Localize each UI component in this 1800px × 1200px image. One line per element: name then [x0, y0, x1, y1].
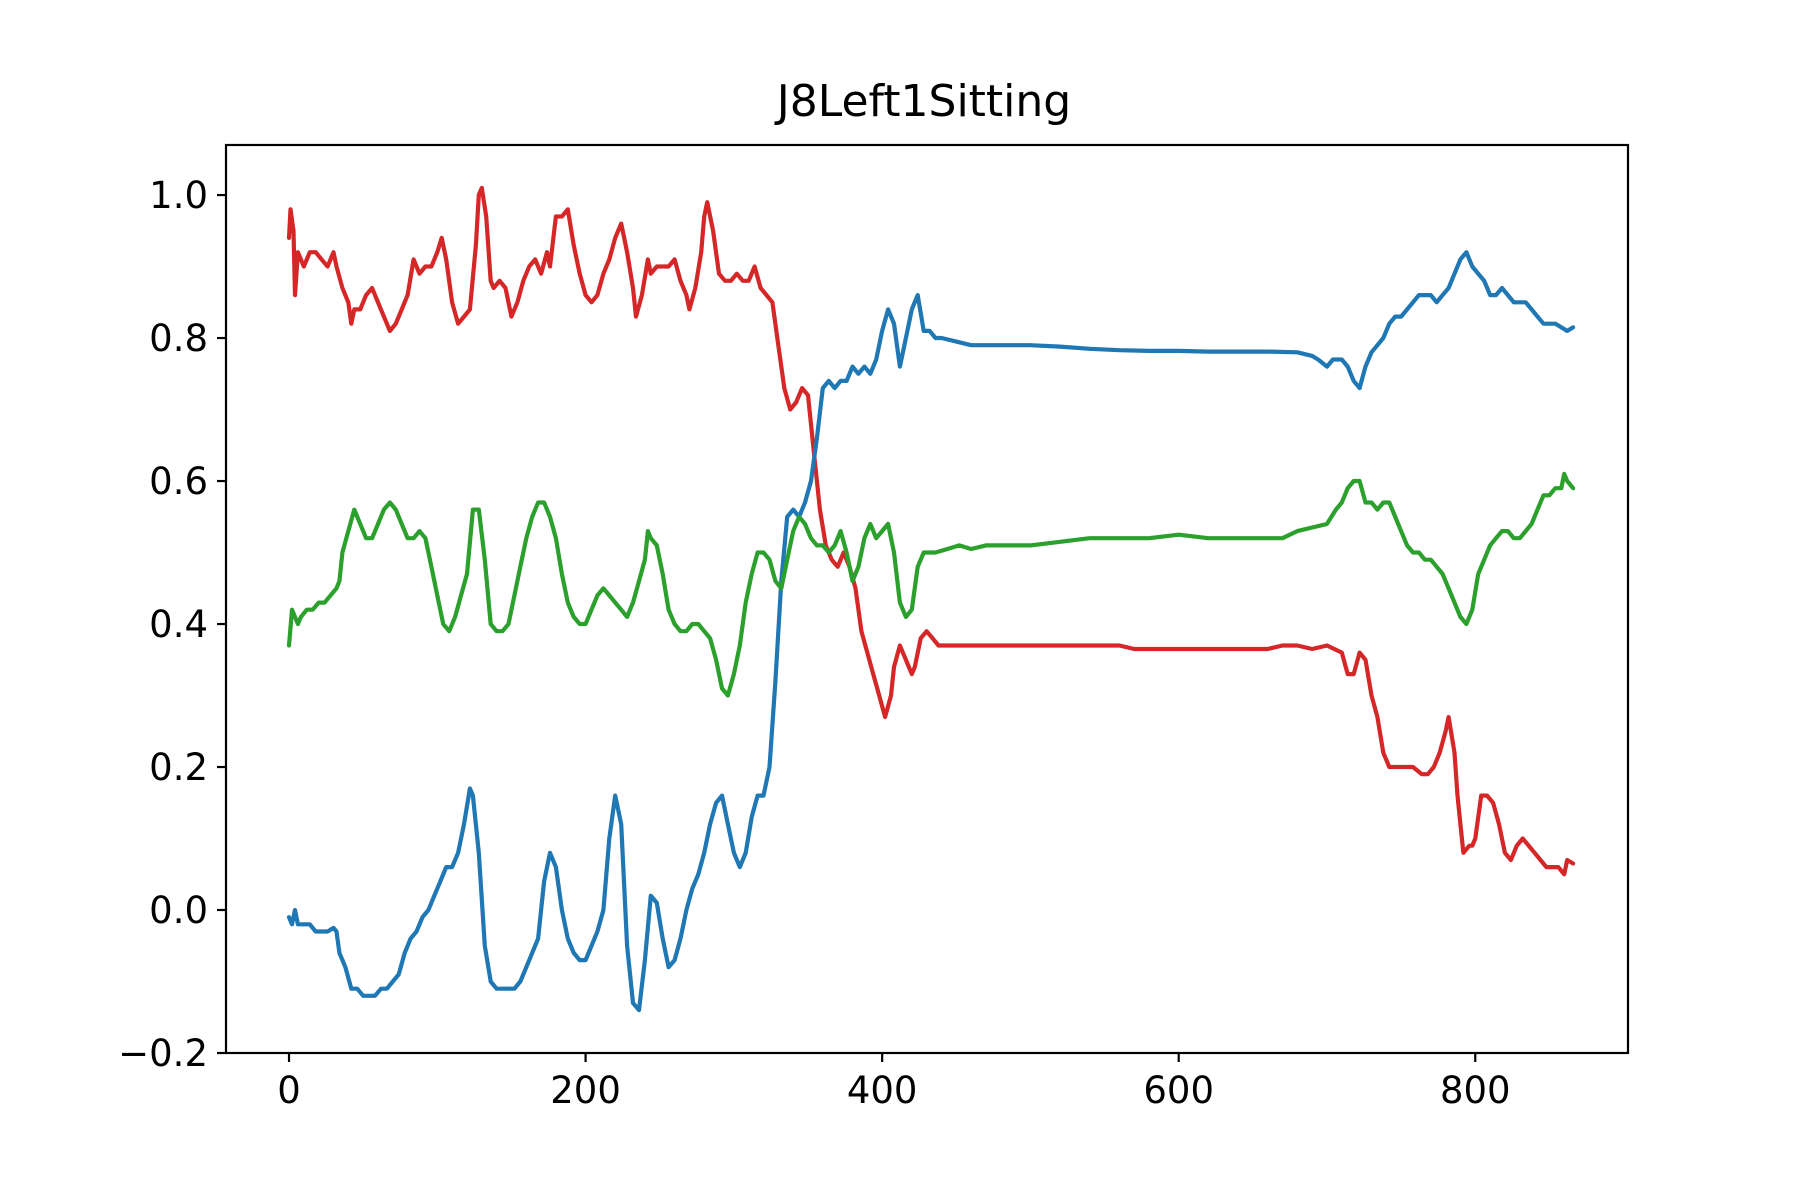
y-tick-label: 0.8 [149, 317, 208, 360]
plot-area [286, 185, 1576, 1013]
chart-title: J8Left1Sitting [774, 76, 1071, 127]
x-tick-label: 800 [1440, 1069, 1511, 1112]
y-tick-label: −0.2 [118, 1032, 208, 1075]
x-tick-label: 0 [277, 1069, 301, 1112]
y-tick-label: 1.0 [149, 174, 208, 217]
y-tick-label: 0.2 [149, 746, 208, 789]
series-line-3 [286, 471, 1576, 698]
axes-frame [224, 143, 1630, 1055]
x-tick-label: 200 [550, 1069, 621, 1112]
series-line-1 [286, 185, 1576, 877]
y-axis: −0.2 0.0 0.2 0.4 0.6 0.8 1.0 [118, 174, 226, 1075]
x-tick-label: 600 [1143, 1069, 1214, 1112]
y-tick-label: 0.4 [149, 603, 208, 646]
x-axis: 0 200 400 600 800 [277, 1053, 1511, 1112]
x-tick-label: 400 [847, 1069, 918, 1112]
y-tick-label: 0.6 [149, 460, 208, 503]
series-line-2 [286, 250, 1576, 1013]
y-tick-label: 0.0 [149, 889, 208, 932]
